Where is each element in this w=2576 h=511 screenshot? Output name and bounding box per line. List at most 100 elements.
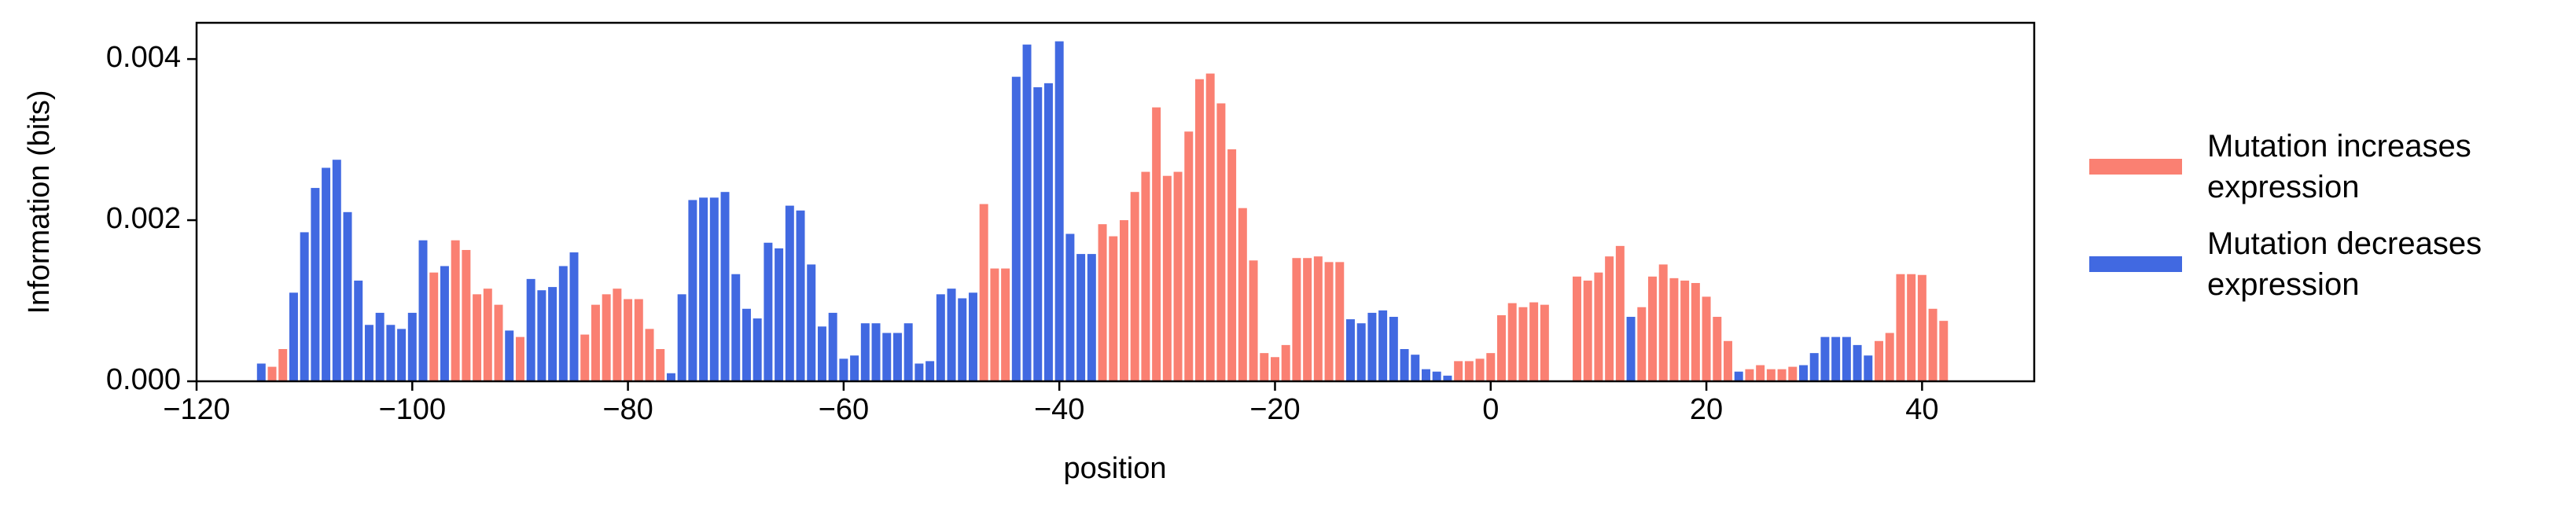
bar (1141, 171, 1150, 381)
bar (1205, 73, 1215, 381)
x-tick-label: −80 (602, 393, 653, 426)
bar (354, 280, 363, 381)
bar (1345, 319, 1355, 381)
bar (289, 292, 298, 381)
bar (1076, 254, 1086, 381)
legend-label: Mutation decreases expression (2207, 226, 2482, 302)
legend-patch (2089, 256, 2182, 272)
bar (473, 294, 482, 381)
bar (914, 363, 924, 381)
bar (1497, 314, 1506, 381)
bar (1896, 274, 1905, 381)
bar (1605, 256, 1614, 381)
bar (1594, 272, 1603, 381)
bar (580, 334, 590, 381)
legend-entry: Mutation increases expression (2089, 126, 2482, 208)
bar (558, 266, 568, 381)
legend-entry: Mutation decreases expression (2089, 223, 2482, 305)
bar (1033, 86, 1043, 381)
bar (311, 188, 320, 381)
bar (742, 308, 751, 381)
bar (1724, 340, 1732, 381)
bar (1303, 258, 1312, 381)
bar (1766, 369, 1776, 381)
bar (1238, 208, 1247, 381)
bar (1486, 353, 1496, 381)
bar (1518, 307, 1528, 381)
x-tick-label: 20 (1690, 393, 1723, 426)
bar (1400, 349, 1409, 381)
bar (796, 210, 805, 381)
bar (1216, 103, 1226, 381)
bar (1270, 357, 1279, 381)
bar (1001, 268, 1010, 381)
bar (1507, 303, 1517, 381)
y-tick-label: 0.002 (106, 202, 181, 235)
bar (1173, 171, 1183, 381)
x-tick-label: −40 (1034, 393, 1084, 426)
bar (1885, 333, 1894, 381)
bar (613, 289, 622, 381)
bar (332, 160, 341, 381)
bar (1011, 76, 1021, 381)
y-tick-label: 0.000 (106, 363, 181, 396)
bar (397, 329, 407, 381)
bar (267, 366, 277, 381)
bar (1464, 361, 1474, 381)
bar (1734, 371, 1743, 381)
bar (1788, 366, 1798, 381)
bar (526, 278, 535, 381)
bar (1820, 336, 1830, 381)
x-tick-label: 0 (1482, 393, 1499, 426)
bar (1281, 344, 1290, 381)
bar (1324, 262, 1334, 381)
bar (1713, 317, 1722, 381)
bar (1875, 340, 1883, 381)
x-tick-label: −120 (163, 393, 230, 426)
bar (343, 211, 352, 381)
bar (817, 326, 826, 381)
bar (958, 298, 967, 381)
bar (1422, 369, 1430, 381)
bar (666, 373, 675, 381)
bar (850, 355, 859, 381)
bar (926, 361, 935, 381)
y-tick-label: 0.004 (106, 41, 181, 74)
bar (1087, 254, 1096, 381)
bar (1260, 353, 1269, 381)
bar (278, 349, 288, 381)
bar (1799, 365, 1808, 381)
bar (990, 268, 999, 381)
bar (979, 204, 988, 381)
bar (1842, 336, 1851, 381)
bar (1745, 369, 1754, 381)
legend-label: Mutation increases expression (2207, 129, 2471, 204)
bar (1756, 365, 1765, 381)
bar (1615, 245, 1625, 381)
bar (515, 336, 524, 381)
bar (1853, 344, 1862, 381)
bar (1184, 131, 1194, 381)
bar (1356, 323, 1366, 381)
bar (1454, 361, 1463, 381)
bar (537, 290, 546, 381)
bar (936, 294, 945, 381)
bar (1864, 355, 1873, 381)
bar (1109, 236, 1118, 381)
bar (1917, 274, 1926, 381)
bar (1411, 355, 1420, 381)
bar (731, 274, 741, 381)
bar (1065, 233, 1075, 381)
bar (828, 312, 837, 381)
bar (1152, 107, 1161, 381)
bar (1130, 192, 1139, 381)
bar (1809, 353, 1819, 381)
bar (1022, 44, 1032, 381)
bar (1658, 264, 1668, 381)
bar (892, 333, 902, 381)
bar (947, 289, 956, 381)
bar (1335, 262, 1345, 381)
bar (785, 205, 794, 381)
bar (602, 294, 611, 381)
bar (656, 349, 665, 381)
